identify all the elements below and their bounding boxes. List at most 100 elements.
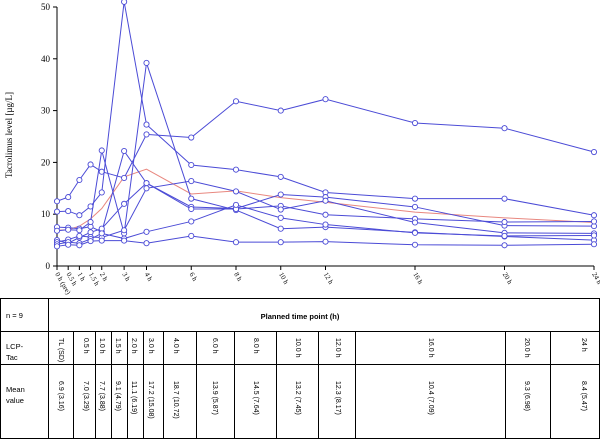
y-tick-label: 40 [41, 54, 51, 64]
row-label-lcp: LCP- Tac [6, 342, 24, 362]
table-vline [48, 298, 49, 439]
mean-value-cell: 11.1 (6.19) [130, 381, 137, 415]
table-vline [0, 298, 1, 439]
mean-value-cell: 14.5 (7.64) [252, 381, 259, 415]
data-point [76, 212, 83, 219]
table-col-divider [143, 331, 144, 439]
y-tick-label: 0 [46, 261, 51, 271]
mean-value-cell: 17.2 (15.08) [147, 381, 154, 419]
data-point [590, 218, 598, 225]
data-point [188, 232, 195, 240]
data-point [277, 225, 284, 232]
data-point [188, 218, 195, 225]
data-point [277, 191, 284, 198]
x-tick-label: 8 h [232, 271, 244, 283]
mean-value-cell: 8.4 (5.47) [580, 381, 587, 411]
data-point [121, 147, 128, 155]
time-point-label: 8.0 h [252, 338, 259, 354]
data-point [143, 180, 150, 187]
data-point [501, 242, 508, 249]
data-point [188, 195, 195, 202]
data-point [322, 238, 329, 245]
data-point [232, 201, 240, 208]
data-point [277, 206, 284, 213]
data-point [121, 200, 128, 207]
data-point [277, 214, 284, 221]
y-tick-labels: 0 10 20 30 40 50 [41, 2, 51, 271]
data-point [98, 237, 105, 244]
table-col-divider [196, 331, 197, 439]
data-point [501, 218, 508, 226]
chart-axes [53, 6, 595, 270]
mean-value-table: n = 9 Planned time point (h) LCP- Tac Me… [0, 298, 600, 439]
table-col-divider [95, 331, 96, 439]
x-tick-label: 20 h [501, 271, 514, 286]
time-point-label: 10.0 h [294, 338, 301, 358]
data-point [76, 242, 83, 249]
mean-value-cell: 6.9 (3.16) [57, 381, 64, 411]
mean-value-cell: 18.7 (10.72) [172, 381, 179, 419]
mean-curve [56, 168, 595, 231]
data-point [322, 221, 329, 228]
data-point [143, 228, 150, 235]
data-point [411, 241, 419, 248]
data-point [143, 59, 150, 66]
table-hline [0, 298, 600, 299]
y-tick-label: 50 [41, 2, 51, 12]
row-label-mean: Mean value [6, 385, 25, 405]
data-point [411, 195, 419, 202]
data-point [188, 205, 195, 213]
table-col-divider [505, 331, 506, 439]
time-point-label: 16.0 h [427, 338, 434, 358]
data-point [87, 218, 94, 226]
data-point [98, 189, 105, 196]
data-point [590, 232, 598, 239]
mean-value-cell: 7.0 (3.29) [82, 381, 89, 411]
data-point [53, 208, 61, 215]
data-point [76, 227, 83, 234]
time-point-label: TL (SD) [57, 338, 64, 363]
data-point [411, 219, 419, 226]
data-point [411, 119, 419, 127]
time-point-label: 6.0 h [211, 338, 218, 354]
series-line [56, 98, 595, 202]
data-point [65, 208, 72, 215]
data-point [590, 148, 598, 156]
table-col-divider [73, 331, 74, 439]
mean-value-cell: 13.9 (5.87) [211, 381, 218, 415]
data-point [411, 203, 419, 210]
data-point [188, 161, 195, 169]
data-point [322, 96, 329, 103]
data-point [501, 125, 508, 132]
patient-series [53, 0, 598, 250]
data-point [143, 121, 150, 128]
x-tick-label: 10 h [277, 271, 290, 286]
x-tick-label: 3 h [120, 271, 132, 283]
data-point [322, 211, 329, 218]
series-2 [53, 0, 598, 219]
series-7 [53, 201, 598, 248]
table-hline [0, 331, 600, 332]
data-point [143, 131, 150, 138]
table-col-divider [234, 331, 235, 439]
data-point [98, 147, 105, 154]
time-point-label: 2.0 h [130, 338, 137, 354]
time-point-label: 0.5 h [82, 338, 89, 354]
data-point [121, 227, 128, 234]
y-tick-label: 30 [41, 106, 51, 116]
series-8 [53, 232, 598, 250]
data-point [87, 161, 94, 168]
y-axis-label: Tacrolimus level [µg/L] [4, 92, 14, 178]
x-tick-label: 2 h [98, 271, 110, 283]
data-point [53, 198, 61, 205]
data-point [76, 176, 83, 184]
time-point-label: 4.0 h [172, 338, 179, 354]
data-point [501, 195, 508, 202]
mean-value-cell: 9.3 (6.98) [523, 381, 530, 411]
series-1 [53, 96, 598, 205]
data-point [87, 238, 94, 245]
data-point [98, 230, 105, 237]
time-point-label: 20.0 h [523, 338, 530, 358]
data-point [188, 177, 195, 185]
data-point [232, 166, 240, 173]
